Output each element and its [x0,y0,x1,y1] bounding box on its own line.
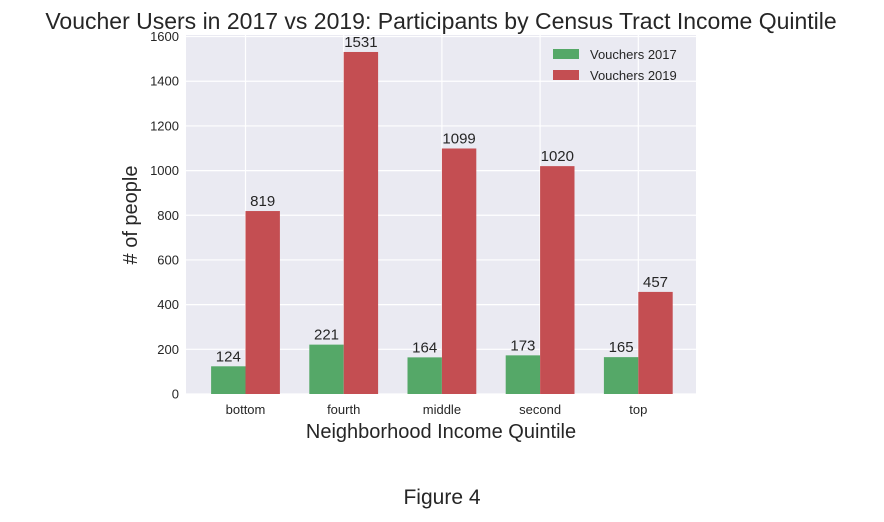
y-axis-label: # of people [120,166,142,265]
data-label: 1531 [344,34,377,51]
bar-2017-bottom [211,366,246,394]
data-label: 124 [216,348,241,365]
bar-2019-second [540,166,575,394]
x-tick-label: top [629,402,647,417]
figure-caption: Figure 4 [403,486,481,509]
bar-2019-bottom [245,211,280,394]
y-tick-labels: 0 200 400 600 800 1000 1200 1400 1600 [150,29,179,401]
legend: Vouchers 2017 Vouchers 2019 [553,47,677,83]
data-label: 1020 [541,148,574,165]
y-tick-label: 400 [157,297,179,312]
bar-2019-top [638,291,673,394]
legend-swatch [553,70,579,80]
x-tick-labels: bottom fourth middle second top [226,402,648,417]
x-tick-label: second [519,402,561,417]
chart-title: Voucher Users in 2017 vs 2019: Participa… [45,8,836,34]
y-tick-label: 800 [157,208,179,223]
x-tick-label: middle [423,402,461,417]
chart: Voucher Users in 2017 vs 2019: Participa… [45,8,836,443]
bar-2019-fourth [343,51,379,395]
y-tick-label: 1200 [150,118,179,133]
bar-2017-middle [407,357,442,394]
y-tick-label: 200 [157,342,179,357]
bar-2019-middle [441,148,477,394]
bar-2017-fourth [309,344,344,394]
y-tick-label: 1000 [150,163,179,178]
y-tick-label: 1400 [150,74,179,89]
y-tick-label: 600 [157,252,179,267]
x-tick-label: bottom [226,402,266,417]
y-tick-label: 0 [172,387,179,402]
data-label: 221 [314,327,339,344]
bar-2017-second [505,355,541,394]
bars [211,51,673,395]
data-label: 173 [510,337,535,354]
data-label: 165 [609,339,634,356]
data-label: 819 [250,193,275,210]
x-axis-label: Neighborhood Income Quintile [306,421,576,443]
legend-label: Vouchers 2017 [590,47,677,62]
data-label: 164 [412,339,437,356]
y-tick-label: 1600 [150,29,179,44]
data-label: 457 [643,274,668,291]
x-tick-label: fourth [327,402,360,417]
data-labels: 124 819 221 1531 164 1099 173 1020 165 457 [216,34,668,365]
legend-label: Vouchers 2019 [590,68,677,83]
bar-2017-top [603,357,639,394]
legend-swatch [553,49,579,59]
data-label: 1099 [442,130,475,147]
